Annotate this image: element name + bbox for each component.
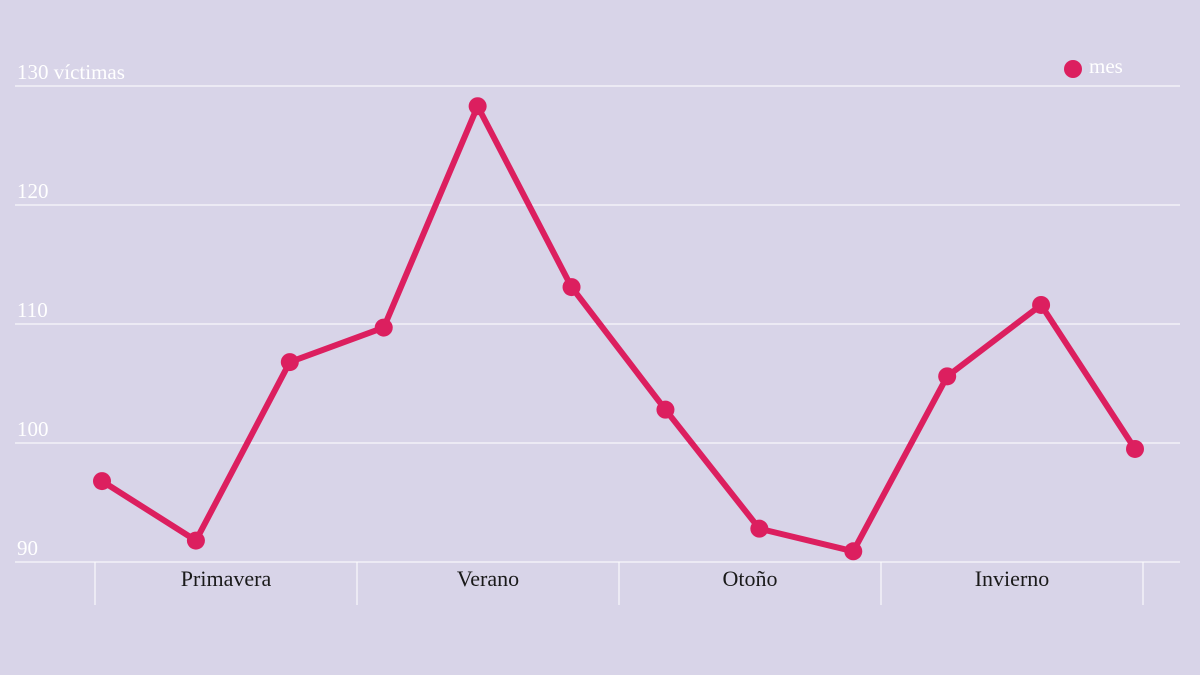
point: [938, 367, 957, 386]
group-label: Invierno: [975, 566, 1050, 591]
point: [1032, 295, 1051, 314]
point: [374, 318, 393, 337]
y-tick-label: 110: [17, 298, 48, 322]
point: [844, 542, 863, 561]
point: [186, 531, 205, 550]
group-label: Primavera: [181, 566, 272, 591]
line: [100, 103, 1138, 555]
y-tick-label: 120: [17, 179, 49, 203]
y-tick-label: 130 víctimas: [17, 60, 125, 84]
point: [93, 472, 111, 491]
point: [468, 97, 487, 116]
point: [280, 353, 299, 372]
point: [656, 400, 675, 419]
point: [750, 519, 769, 538]
point: [1126, 439, 1144, 458]
y-tick-label: 100: [17, 417, 49, 441]
y-tick-label: 90: [17, 536, 38, 560]
group-label: Otoño: [723, 566, 778, 591]
legend-label: mes: [1089, 54, 1123, 78]
group-label: Verano: [457, 566, 519, 591]
legend-marker: [1064, 60, 1082, 78]
point: [562, 278, 581, 297]
